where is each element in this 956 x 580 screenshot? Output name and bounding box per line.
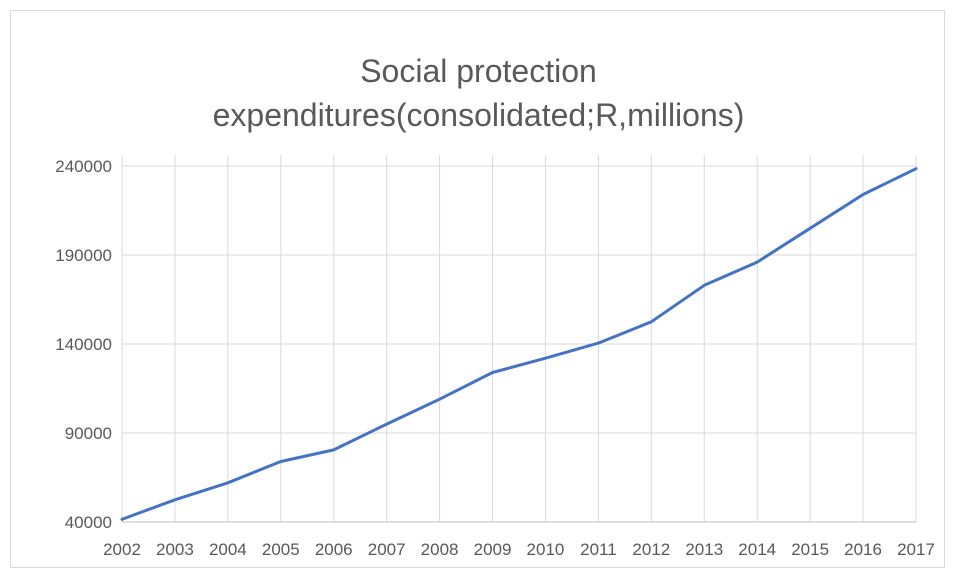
x-tick-label: 2015 bbox=[791, 540, 829, 559]
x-tick-label: 2003 bbox=[156, 540, 194, 559]
x-tick-label: 2010 bbox=[527, 540, 565, 559]
x-tick-label: 2011 bbox=[580, 540, 617, 559]
x-tick-label: 2002 bbox=[103, 540, 141, 559]
series-line bbox=[120, 167, 918, 521]
x-tick-label: 2008 bbox=[421, 540, 459, 559]
x-tick-label: 2014 bbox=[738, 540, 776, 559]
x-tick-label: 2004 bbox=[209, 540, 247, 559]
y-tick-label: 190000 bbox=[55, 246, 112, 265]
x-tick-label: 2007 bbox=[368, 540, 406, 559]
x-axis-tick-labels: 2002 2003 2004 2005 2006 2007 2008 2009 2010 2011… bbox=[103, 540, 935, 559]
y-tick-label: 140000 bbox=[55, 335, 112, 354]
gridlines bbox=[121, 155, 917, 523]
x-tick-label: 2016 bbox=[844, 540, 882, 559]
x-tick-label: 2006 bbox=[315, 540, 353, 559]
chart-frame: Social protection expenditures(consolida… bbox=[10, 10, 945, 568]
y-tick-label: 40000 bbox=[65, 513, 112, 532]
chart-title: Social protection expenditures(consolida… bbox=[11, 49, 946, 137]
y-tick-label: 90000 bbox=[65, 424, 112, 443]
x-tick-label: 2005 bbox=[262, 540, 300, 559]
chart-title-line-1: Social protection bbox=[360, 53, 597, 89]
x-tick-label: 2012 bbox=[632, 540, 670, 559]
chart-title-line-2: expenditures(consolidated;R,millions) bbox=[212, 97, 745, 133]
y-axis-tick-labels: 40000 90000 140000 190000 240000 bbox=[55, 157, 112, 532]
x-tick-label: 2009 bbox=[474, 540, 512, 559]
x-tick-label: 2017 bbox=[897, 540, 935, 559]
x-tick-label: 2013 bbox=[685, 540, 723, 559]
series-group bbox=[120, 167, 918, 521]
y-tick-label: 240000 bbox=[55, 157, 112, 176]
